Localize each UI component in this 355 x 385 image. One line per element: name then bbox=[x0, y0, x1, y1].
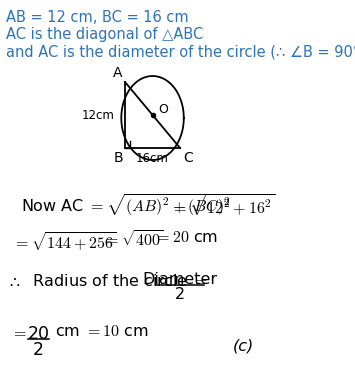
Text: $= \sqrt{400}$: $= \sqrt{400}$ bbox=[103, 230, 163, 250]
Text: $=$: $=$ bbox=[11, 325, 27, 340]
Text: Diameter: Diameter bbox=[142, 272, 218, 287]
Text: B: B bbox=[113, 151, 123, 165]
Text: $\therefore$  Radius of the circle $=$: $\therefore$ Radius of the circle $=$ bbox=[7, 274, 208, 289]
Text: Now AC $= \sqrt{(AB)^2+(BC)^2}$: Now AC $= \sqrt{(AB)^2+(BC)^2}$ bbox=[21, 192, 234, 218]
Text: 12cm: 12cm bbox=[82, 109, 115, 122]
Text: $= \sqrt{144+256}$: $= \sqrt{144+256}$ bbox=[13, 230, 117, 253]
Text: O: O bbox=[158, 102, 168, 116]
Text: 20: 20 bbox=[28, 325, 50, 343]
Text: cm $= 10$ cm: cm $= 10$ cm bbox=[55, 325, 149, 340]
Text: AC is the diagonal of △ABC: AC is the diagonal of △ABC bbox=[6, 27, 203, 42]
Text: A: A bbox=[113, 66, 122, 80]
Text: $= \sqrt{12^2+16^2}$: $= \sqrt{12^2+16^2}$ bbox=[171, 192, 275, 218]
Text: 2: 2 bbox=[175, 287, 185, 302]
Text: C: C bbox=[183, 151, 193, 165]
Text: 16cm: 16cm bbox=[136, 152, 169, 165]
Text: AB = 12 cm, BC = 16 cm: AB = 12 cm, BC = 16 cm bbox=[6, 10, 189, 25]
Text: $= 20$ cm: $= 20$ cm bbox=[154, 230, 218, 245]
Text: and AC is the diameter of the circle (∴ ∠B = 90°): and AC is the diameter of the circle (∴ … bbox=[6, 44, 355, 59]
Text: (c): (c) bbox=[233, 338, 255, 353]
Text: 2: 2 bbox=[33, 341, 44, 359]
